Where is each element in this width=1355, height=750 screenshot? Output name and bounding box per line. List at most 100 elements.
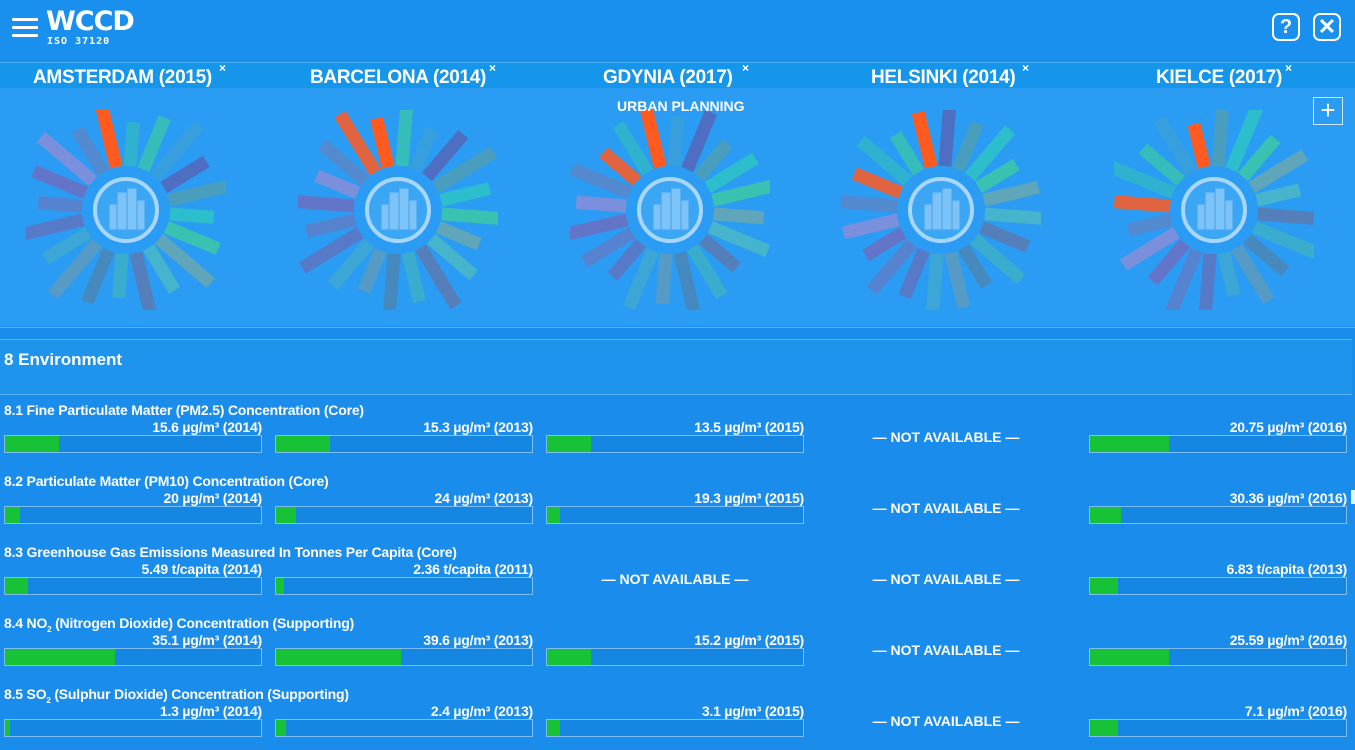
wheel-spoke[interactable] bbox=[409, 126, 439, 173]
wheel-spoke[interactable] bbox=[318, 139, 370, 186]
wheel-spoke[interactable] bbox=[1238, 134, 1281, 182]
city-indicator-wheel[interactable] bbox=[26, 110, 226, 310]
wheel-spoke[interactable] bbox=[1211, 110, 1229, 167]
indicator-bar[interactable] bbox=[4, 719, 262, 737]
hamburger-menu-icon[interactable] bbox=[12, 18, 38, 38]
close-button[interactable]: ✕ bbox=[1313, 13, 1341, 41]
wheel-spoke[interactable] bbox=[687, 244, 728, 299]
wheel-spoke[interactable] bbox=[842, 213, 900, 240]
remove-city-icon[interactable]: × bbox=[1285, 61, 1293, 75]
wheel-spoke[interactable] bbox=[1248, 149, 1309, 193]
indicator-bar[interactable] bbox=[275, 648, 533, 666]
wheel-spoke[interactable] bbox=[570, 162, 633, 199]
wheel-spoke[interactable] bbox=[31, 165, 89, 199]
wheel-spoke[interactable] bbox=[889, 131, 924, 176]
wheel-spoke[interactable] bbox=[694, 139, 733, 182]
wheel-spoke[interactable] bbox=[1114, 160, 1177, 199]
indicator-bar[interactable] bbox=[1089, 648, 1347, 666]
wheel-spoke[interactable] bbox=[42, 227, 92, 265]
indicator-bar[interactable] bbox=[546, 435, 804, 453]
wheel-spoke[interactable] bbox=[298, 227, 364, 274]
wheel-spoke[interactable] bbox=[1257, 207, 1314, 225]
wheel-spoke[interactable] bbox=[1119, 227, 1180, 271]
wheel-spoke[interactable] bbox=[314, 169, 361, 199]
wheel-spoke[interactable] bbox=[327, 238, 374, 290]
indicator-bar[interactable] bbox=[4, 577, 262, 595]
wheel-spoke[interactable] bbox=[984, 207, 1041, 226]
wheel-spoke[interactable] bbox=[944, 251, 971, 309]
indicator-bar[interactable] bbox=[275, 577, 533, 595]
indicator-bar[interactable] bbox=[1089, 506, 1347, 524]
remove-city-icon[interactable]: × bbox=[1022, 61, 1030, 75]
indicator-bar[interactable] bbox=[275, 506, 533, 524]
wheel-spoke[interactable] bbox=[401, 251, 426, 304]
indicator-bar[interactable] bbox=[4, 435, 262, 453]
wheel-spoke[interactable] bbox=[137, 115, 171, 173]
wheel-spoke[interactable] bbox=[426, 234, 478, 281]
indicator-bar[interactable] bbox=[1089, 435, 1347, 453]
remove-city-icon[interactable]: × bbox=[219, 61, 227, 75]
add-city-button[interactable]: + bbox=[1313, 97, 1343, 125]
wheel-spoke[interactable] bbox=[36, 131, 98, 186]
wheel-spoke[interactable] bbox=[112, 253, 129, 299]
wheel-spoke[interactable] bbox=[167, 179, 226, 207]
wheel-spoke[interactable] bbox=[47, 238, 102, 300]
wheel-spoke[interactable] bbox=[439, 182, 492, 207]
wheel-spoke[interactable] bbox=[382, 253, 401, 310]
city-indicator-wheel[interactable] bbox=[570, 110, 770, 310]
wheel-spoke[interactable] bbox=[81, 247, 115, 305]
wheel-spoke[interactable] bbox=[123, 121, 140, 167]
remove-city-icon[interactable]: × bbox=[742, 61, 750, 75]
wheel-spoke[interactable] bbox=[975, 158, 1020, 193]
wheel-spoke[interactable] bbox=[129, 251, 157, 310]
wheel-spoke[interactable] bbox=[898, 247, 930, 300]
wheel-spoke[interactable] bbox=[357, 247, 387, 294]
remove-city-icon[interactable]: × bbox=[489, 61, 497, 75]
indicator-bar[interactable] bbox=[4, 648, 262, 666]
wheel-spoke[interactable] bbox=[599, 147, 642, 186]
section-header[interactable]: 8 Environment bbox=[0, 339, 1352, 395]
wheel-spoke[interactable] bbox=[622, 247, 659, 310]
indicator-bar[interactable] bbox=[275, 719, 533, 737]
wheel-spoke[interactable] bbox=[334, 110, 381, 176]
wheel-spoke[interactable] bbox=[851, 167, 904, 199]
wheel-spoke[interactable] bbox=[1187, 122, 1211, 169]
help-button[interactable]: ? bbox=[1272, 13, 1300, 41]
wheel-spoke[interactable] bbox=[298, 194, 355, 213]
wheel-spoke[interactable] bbox=[581, 227, 636, 268]
scrollbar-thumb[interactable] bbox=[1351, 490, 1355, 504]
wheel-spoke[interactable] bbox=[673, 251, 702, 310]
wheel-spoke[interactable] bbox=[1255, 183, 1302, 207]
wheel-spoke[interactable] bbox=[925, 253, 944, 310]
wheel-spoke[interactable] bbox=[952, 120, 984, 173]
wheel-spoke[interactable] bbox=[655, 253, 673, 305]
wheel-spoke[interactable] bbox=[681, 110, 718, 173]
indicator-bar[interactable] bbox=[1089, 719, 1347, 737]
city-indicator-wheel[interactable] bbox=[1114, 110, 1314, 310]
wheel-spoke[interactable] bbox=[1126, 213, 1173, 237]
wheel-spoke[interactable] bbox=[969, 234, 1026, 285]
wheel-spoke[interactable] bbox=[1164, 247, 1203, 310]
wheel-spoke[interactable] bbox=[711, 178, 770, 207]
wheel-spoke[interactable] bbox=[1114, 195, 1171, 213]
wheel-spoke[interactable] bbox=[71, 126, 109, 176]
wheel-spoke[interactable] bbox=[395, 110, 414, 167]
wheel-spoke[interactable] bbox=[150, 120, 205, 182]
wheel-spoke[interactable] bbox=[432, 146, 498, 193]
city-indicator-wheel[interactable] bbox=[298, 110, 498, 310]
wheel-spoke[interactable] bbox=[570, 213, 629, 242]
wheel-spoke[interactable] bbox=[982, 180, 1040, 207]
wheel-spoke[interactable] bbox=[1217, 251, 1241, 298]
wheel-spoke[interactable] bbox=[37, 196, 83, 213]
indicator-bar[interactable] bbox=[1089, 577, 1347, 595]
wheel-spoke[interactable] bbox=[841, 194, 898, 213]
wheel-spoke[interactable] bbox=[707, 221, 770, 258]
indicator-bar[interactable] bbox=[546, 648, 804, 666]
indicator-bar[interactable] bbox=[275, 435, 533, 453]
wheel-spoke[interactable] bbox=[435, 221, 482, 251]
wheel-spoke[interactable] bbox=[704, 152, 759, 193]
wheel-spoke[interactable] bbox=[1225, 110, 1264, 173]
indicator-bar[interactable] bbox=[546, 506, 804, 524]
wheel-spoke[interactable] bbox=[26, 213, 85, 241]
indicator-bar[interactable] bbox=[546, 719, 804, 737]
